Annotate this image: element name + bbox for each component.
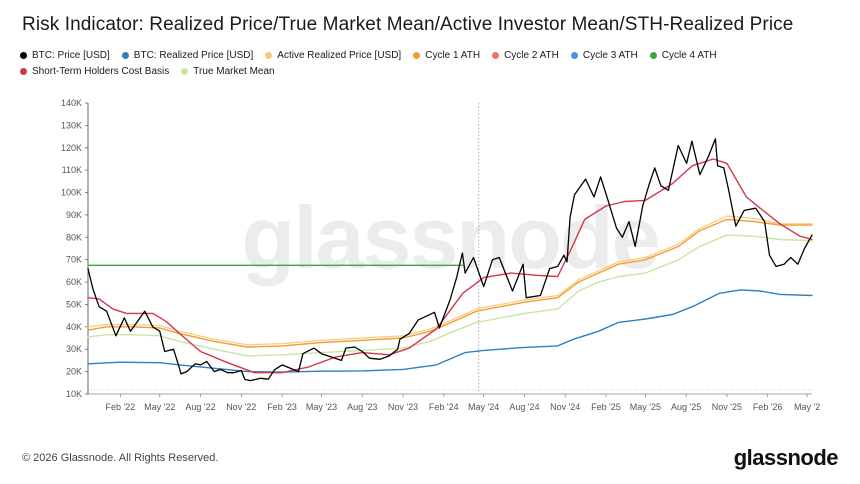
y-tick-label: 140K (61, 98, 82, 108)
series-line-btc-realized-price-usd (87, 289, 813, 373)
x-tick-label: May '22 (144, 402, 175, 412)
x-tick-label: Feb '24 (429, 402, 459, 412)
legend-dot-icon (492, 52, 500, 59)
y-tick-label: 20K (66, 367, 82, 377)
legend-dot-icon (570, 52, 578, 59)
y-tick-label: 50K (66, 299, 82, 309)
legend-label: Active Realized Price [USD] (277, 50, 402, 61)
legend-dot-icon (20, 52, 27, 59)
series-line-btc-price-usd (87, 138, 813, 382)
x-tick-label: May '25 (630, 402, 661, 412)
series-line-short-term-holders-cost-basis (87, 158, 813, 374)
legend-label: True Market Mean (193, 66, 275, 77)
legend-dot-icon (181, 68, 189, 75)
y-tick-label: 110K (62, 165, 82, 175)
legend-label: Cycle 1 ATH (425, 50, 481, 61)
legend-dot-icon (265, 52, 273, 59)
legend-label: BTC: Realized Price [USD] (133, 50, 254, 61)
legend-item[interactable]: Active Realized Price [USD] (265, 48, 401, 63)
legend-label: Cycle 4 ATH (661, 50, 717, 61)
legend-label: Short-Term Holders Cost Basis (32, 66, 170, 77)
legend-item[interactable]: Cycle 3 ATH (570, 48, 638, 63)
x-tick-label: Feb '26 (753, 402, 783, 412)
legend-label: Cycle 2 ATH (504, 50, 559, 61)
x-tick-label: Nov '23 (388, 402, 418, 412)
legend-item[interactable]: Cycle 1 ATH (413, 48, 480, 63)
y-tick-label: 90K (66, 210, 82, 220)
legend-item[interactable]: Short-Term Holders Cost Basis (20, 64, 169, 79)
legend-label: BTC: Price [USD] (32, 50, 110, 61)
x-tick-label: May '24 (468, 402, 499, 412)
series-line-true-market-mean (87, 234, 813, 357)
legend-label: Cycle 3 ATH (582, 50, 638, 61)
x-tick-label: Nov '25 (712, 402, 742, 412)
copyright-footer: © 2026 Glassnode. All Rights Reserved. (22, 452, 219, 464)
legend-item[interactable]: BTC: Price [USD] (20, 48, 110, 63)
x-tick-label: Aug '22 (185, 402, 215, 412)
y-tick-label: 100K (61, 188, 82, 198)
y-tick-label: 70K (66, 255, 82, 265)
x-tick-label: May '23 (306, 402, 337, 412)
y-tick-label: 30K (66, 344, 82, 354)
watermark: glassnode (241, 188, 658, 287)
y-tick-label: 80K (66, 232, 82, 242)
legend-dot-icon (121, 52, 129, 59)
legend-dot-icon (413, 52, 421, 59)
legend-item[interactable]: Cycle 4 ATH (649, 48, 717, 63)
chart-title: Risk Indicator: Realized Price/True Mark… (22, 14, 794, 35)
y-tick-label: 120K (61, 143, 82, 153)
x-tick-label: Nov '24 (550, 402, 580, 412)
legend-item[interactable]: Cycle 2 ATH (492, 48, 559, 63)
legend-item[interactable]: BTC: Realized Price [USD] (121, 48, 254, 63)
x-tick-label: Aug '25 (671, 402, 701, 412)
series-lines (87, 138, 813, 382)
axes: 10K 20K 30K 40K 50K 60K 70K 80K 90K 100K 110K 120K 1… (61, 98, 820, 412)
y-tick-label: 10K (66, 389, 82, 399)
y-tick-label: 130K (61, 120, 82, 130)
x-tick-label: Feb '23 (267, 402, 297, 412)
y-tick-label: 60K (66, 277, 82, 287)
x-tick-label: Feb '25 (591, 402, 621, 412)
legend-dot-icon (649, 52, 657, 59)
x-tick-label: Nov '22 (226, 402, 256, 412)
series-line-cycle-1-ath (87, 218, 813, 348)
x-tick-label: Aug '23 (347, 402, 377, 412)
legend-item[interactable]: True Market Mean (181, 64, 275, 79)
y-tick-label: 40K (66, 322, 82, 332)
legend-dot-icon (20, 68, 27, 75)
chart-legend: BTC: Price [USD] BTC: Realized Price [USD… (20, 48, 820, 80)
x-tick-label: Feb '22 (105, 402, 135, 412)
series-line-active-realized-price-usd (87, 215, 813, 346)
x-tick-label: Aug '24 (509, 402, 539, 412)
x-tick-label: May '2 (794, 402, 820, 412)
brand-logo: glassnode (733, 445, 839, 470)
